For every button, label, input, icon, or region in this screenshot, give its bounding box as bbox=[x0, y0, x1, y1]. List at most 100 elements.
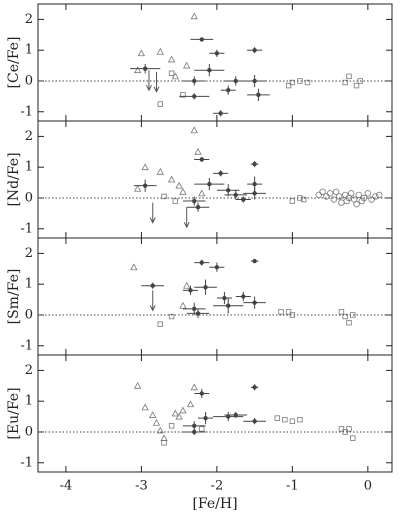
triangle-point bbox=[190, 126, 198, 134]
y-axis-label: [Ce/Fe] bbox=[6, 37, 22, 89]
y-tick-label: 0 bbox=[25, 190, 33, 205]
data-point bbox=[252, 300, 257, 305]
square-point bbox=[350, 435, 356, 441]
data-point bbox=[203, 285, 208, 290]
square-point bbox=[338, 309, 345, 315]
square-point bbox=[300, 196, 307, 203]
circle-point bbox=[326, 190, 334, 197]
square-point bbox=[346, 73, 352, 80]
square-point bbox=[168, 313, 175, 320]
circle-point bbox=[348, 190, 355, 197]
data-point bbox=[142, 183, 148, 188]
triangle-point bbox=[152, 418, 161, 426]
triangle-point bbox=[183, 281, 191, 289]
circle-point bbox=[315, 191, 322, 199]
circle-point bbox=[343, 197, 350, 205]
circle-point bbox=[355, 191, 362, 199]
square-point bbox=[289, 198, 296, 204]
upper-limit-arrow bbox=[183, 207, 190, 229]
square-point bbox=[297, 416, 303, 423]
data-point bbox=[252, 191, 257, 196]
panel-frame bbox=[37, 237, 393, 356]
panel-frame bbox=[37, 3, 393, 122]
y-tick-label: -1 bbox=[20, 104, 33, 119]
data-point bbox=[256, 92, 261, 98]
square-point bbox=[342, 429, 348, 435]
data-point bbox=[241, 294, 246, 299]
triangle-point bbox=[198, 189, 206, 197]
triangle-point bbox=[190, 12, 198, 20]
data-point bbox=[233, 192, 238, 198]
square-point bbox=[346, 319, 352, 326]
data-point bbox=[218, 171, 223, 176]
square-point bbox=[304, 79, 311, 86]
square-point bbox=[289, 312, 296, 318]
square-point bbox=[289, 418, 296, 424]
square-point bbox=[199, 426, 205, 432]
square-point bbox=[274, 415, 280, 421]
circle-point bbox=[342, 191, 349, 199]
circle-point bbox=[338, 199, 345, 206]
data-point bbox=[252, 47, 257, 53]
triangle-point bbox=[156, 167, 164, 175]
data-point bbox=[233, 412, 238, 418]
data-point bbox=[241, 197, 246, 202]
x-tick-label: -3 bbox=[135, 479, 148, 494]
data-point bbox=[214, 265, 220, 270]
triangle-point bbox=[183, 61, 191, 69]
x-tick-label: -2 bbox=[211, 479, 224, 494]
square-point bbox=[342, 313, 348, 320]
data-point bbox=[199, 260, 204, 265]
panel-frame bbox=[37, 354, 393, 473]
square-point bbox=[172, 198, 179, 204]
data-point bbox=[199, 157, 204, 162]
square-point bbox=[278, 309, 284, 315]
circle-point bbox=[332, 188, 340, 196]
y-tick-label: 1 bbox=[25, 277, 33, 292]
triangle-point bbox=[133, 184, 142, 192]
square-point bbox=[353, 82, 360, 89]
triangle-point bbox=[171, 409, 180, 417]
data-point bbox=[192, 78, 197, 84]
x-tick-label: 0 bbox=[364, 479, 372, 494]
triangle-point bbox=[186, 400, 195, 408]
triangle-point bbox=[167, 175, 176, 183]
data-point bbox=[252, 385, 257, 390]
circle-point bbox=[360, 194, 368, 202]
data-point bbox=[199, 391, 204, 396]
data-point bbox=[188, 288, 193, 293]
triangle-point bbox=[137, 49, 146, 57]
y-tick-label: 1 bbox=[25, 394, 33, 409]
x-tick-label: -1 bbox=[286, 479, 299, 494]
x-axis-label: [Fe/H] bbox=[192, 496, 237, 510]
square-point bbox=[157, 101, 163, 107]
upper-limit-arrow bbox=[149, 202, 156, 224]
triangle-point bbox=[190, 383, 198, 391]
data-point bbox=[207, 181, 212, 187]
data-point bbox=[192, 94, 197, 99]
y-tick-label: -1 bbox=[20, 221, 33, 236]
data-point bbox=[192, 306, 197, 312]
square-point bbox=[357, 78, 363, 84]
data-point bbox=[192, 423, 197, 429]
square-point bbox=[168, 70, 175, 76]
square-point bbox=[180, 92, 186, 98]
square-point bbox=[161, 440, 167, 446]
upper-limit-arrow bbox=[153, 71, 160, 93]
y-axis-label: [Eu/Fe] bbox=[6, 387, 22, 439]
data-point bbox=[195, 205, 201, 210]
square-point bbox=[285, 309, 292, 315]
circle-point bbox=[364, 190, 372, 197]
triangle-point bbox=[149, 411, 157, 418]
circle-point bbox=[368, 196, 375, 203]
triangle-point bbox=[156, 47, 164, 55]
square-point bbox=[289, 79, 296, 86]
data-point bbox=[199, 37, 204, 42]
data-point bbox=[218, 111, 223, 116]
upper-limit-arrow bbox=[149, 290, 156, 312]
circle-point bbox=[353, 200, 360, 208]
triangle-point bbox=[171, 72, 180, 80]
data-point bbox=[252, 161, 257, 167]
x-tick-label: -4 bbox=[60, 479, 73, 494]
square-point bbox=[157, 321, 163, 327]
